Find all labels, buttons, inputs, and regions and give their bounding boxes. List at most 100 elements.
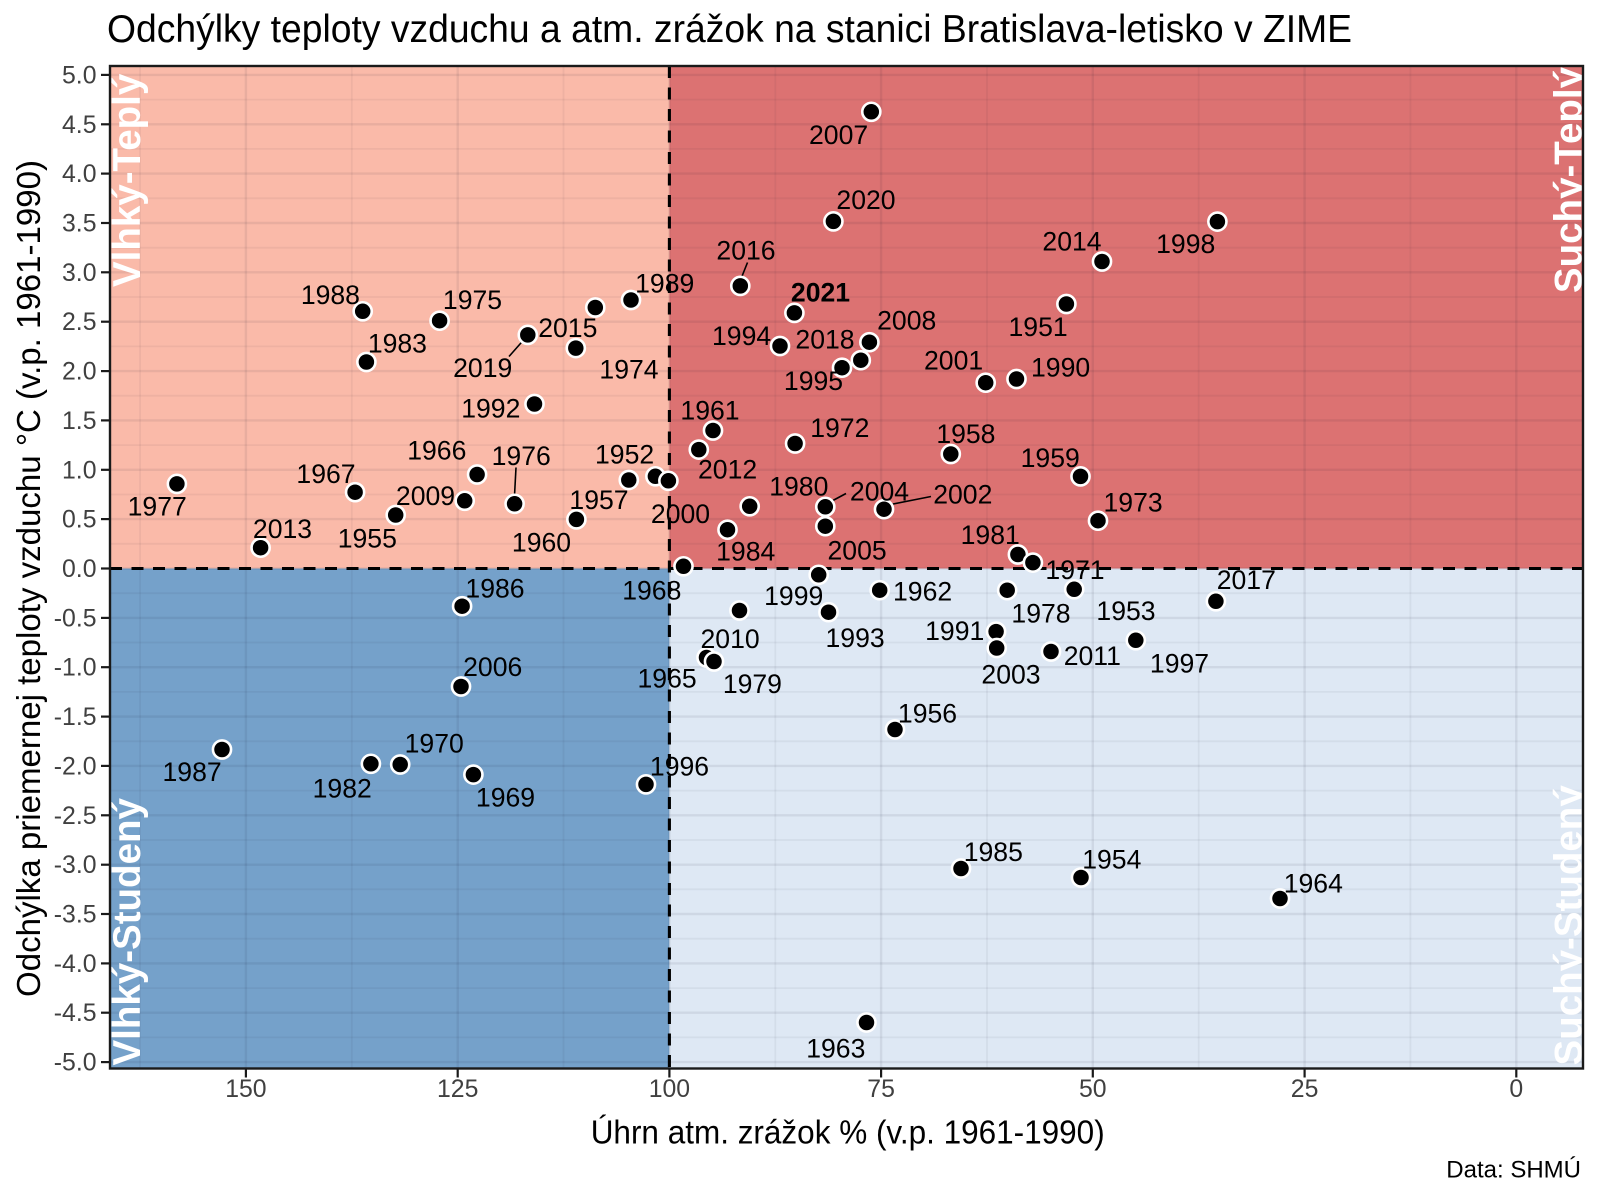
- svg-text:4.0: 4.0: [62, 161, 96, 188]
- svg-text:2016: 2016: [716, 236, 775, 266]
- svg-text:2005: 2005: [828, 536, 887, 566]
- svg-text:0.0: 0.0: [62, 556, 96, 583]
- svg-text:1980: 1980: [769, 471, 828, 501]
- svg-text:1959: 1959: [1021, 443, 1080, 473]
- svg-text:1955: 1955: [338, 524, 397, 554]
- svg-text:2011: 2011: [1064, 641, 1121, 671]
- svg-text:75: 75: [867, 1076, 895, 1103]
- svg-text:2002: 2002: [933, 480, 992, 510]
- svg-text:1986: 1986: [465, 573, 524, 603]
- svg-text:2007: 2007: [809, 120, 868, 150]
- svg-text:1987: 1987: [163, 757, 222, 787]
- svg-text:2003: 2003: [981, 660, 1040, 690]
- svg-text:1954: 1954: [1082, 845, 1141, 875]
- svg-text:2014: 2014: [1042, 227, 1101, 257]
- svg-text:1990: 1990: [1031, 353, 1090, 383]
- svg-text:4.5: 4.5: [62, 112, 96, 139]
- svg-text:5.0: 5.0: [62, 62, 96, 89]
- svg-text:-1.0: -1.0: [54, 655, 97, 682]
- svg-text:1984: 1984: [716, 537, 775, 567]
- svg-text:-2.0: -2.0: [54, 753, 97, 780]
- svg-text:1970: 1970: [405, 728, 464, 758]
- svg-text:-3.5: -3.5: [54, 902, 97, 929]
- svg-text:2000: 2000: [651, 499, 710, 529]
- svg-text:1.0: 1.0: [62, 457, 96, 484]
- svg-text:1967: 1967: [296, 459, 355, 489]
- svg-text:Odchýlky teploty vzduchu a atm: Odchýlky teploty vzduchu a atm. zrážok n…: [107, 8, 1352, 51]
- svg-text:2020: 2020: [836, 185, 895, 215]
- svg-text:2012: 2012: [698, 454, 757, 484]
- svg-text:Odchýlka priemernej teploty vz: Odchýlka priemernej teploty vzduchu °C (…: [10, 160, 47, 997]
- svg-text:Úhrn atm. zrážok % (v.p. 1961-: Úhrn atm. zrážok % (v.p. 1961-1990): [591, 1114, 1105, 1151]
- svg-text:1962: 1962: [893, 576, 952, 606]
- svg-text:2015: 2015: [538, 313, 597, 343]
- svg-text:1994: 1994: [712, 321, 771, 351]
- svg-text:1985: 1985: [964, 837, 1023, 867]
- svg-text:1981: 1981: [961, 520, 1020, 550]
- svg-text:1958: 1958: [936, 419, 995, 449]
- svg-text:1956: 1956: [898, 699, 957, 729]
- svg-text:2010: 2010: [701, 624, 760, 654]
- svg-text:1982: 1982: [313, 773, 372, 803]
- svg-text:1979: 1979: [723, 669, 782, 699]
- svg-text:1993: 1993: [826, 623, 885, 653]
- svg-text:1996: 1996: [650, 752, 709, 782]
- svg-text:1995: 1995: [784, 366, 843, 396]
- svg-text:1997: 1997: [1150, 648, 1209, 678]
- svg-text:-4.0: -4.0: [54, 951, 97, 978]
- svg-text:2.5: 2.5: [62, 309, 96, 336]
- svg-text:-4.5: -4.5: [54, 1000, 97, 1027]
- svg-text:1953: 1953: [1096, 596, 1155, 626]
- svg-text:2013: 2013: [253, 514, 312, 544]
- svg-text:1998: 1998: [1156, 229, 1215, 259]
- svg-text:2001: 2001: [924, 346, 983, 376]
- svg-text:1983: 1983: [368, 328, 427, 358]
- svg-text:Data: SHMÚ: Data: SHMÚ: [1446, 1157, 1581, 1184]
- svg-text:1968: 1968: [622, 575, 681, 605]
- svg-text:1961: 1961: [680, 396, 739, 426]
- svg-text:Vlhký-Studený: Vlhký-Studený: [106, 797, 149, 1065]
- svg-text:2009: 2009: [396, 481, 455, 511]
- svg-text:2019: 2019: [453, 353, 512, 383]
- svg-text:3.0: 3.0: [62, 260, 96, 287]
- svg-text:1969: 1969: [476, 782, 535, 812]
- svg-text:1965: 1965: [638, 664, 697, 694]
- svg-text:125: 125: [437, 1076, 478, 1103]
- svg-text:1974: 1974: [599, 355, 658, 385]
- svg-text:3.5: 3.5: [62, 211, 96, 238]
- svg-text:0: 0: [1509, 1076, 1523, 1103]
- svg-text:-5.0: -5.0: [54, 1050, 97, 1077]
- svg-text:Vlhký-Teplý: Vlhký-Teplý: [106, 73, 149, 287]
- svg-text:1971: 1971: [1045, 555, 1104, 585]
- svg-text:150: 150: [225, 1076, 266, 1103]
- svg-text:1988: 1988: [301, 280, 360, 310]
- svg-text:1964: 1964: [1284, 869, 1343, 899]
- svg-text:1978: 1978: [1011, 598, 1070, 628]
- svg-text:1960: 1960: [512, 528, 571, 558]
- svg-text:2004: 2004: [850, 477, 909, 507]
- svg-text:25: 25: [1291, 1076, 1319, 1103]
- svg-text:1992: 1992: [461, 394, 520, 424]
- svg-text:1966: 1966: [407, 435, 466, 465]
- svg-text:50: 50: [1079, 1076, 1107, 1103]
- svg-text:1.5: 1.5: [62, 408, 96, 435]
- svg-text:1976: 1976: [492, 441, 551, 471]
- svg-text:1975: 1975: [443, 285, 502, 315]
- svg-text:2018: 2018: [795, 325, 854, 355]
- svg-text:1973: 1973: [1104, 488, 1163, 518]
- svg-text:2017: 2017: [1217, 565, 1276, 595]
- svg-text:1951: 1951: [1009, 312, 1068, 342]
- svg-text:2021: 2021: [791, 278, 850, 308]
- svg-text:100: 100: [649, 1076, 690, 1103]
- svg-text:1963: 1963: [806, 1034, 865, 1064]
- svg-text:-2.5: -2.5: [54, 803, 97, 830]
- svg-text:1952: 1952: [595, 440, 654, 470]
- svg-text:2008: 2008: [877, 305, 936, 335]
- svg-text:1972: 1972: [810, 413, 869, 443]
- svg-text:-1.5: -1.5: [54, 704, 97, 731]
- svg-text:-0.5: -0.5: [54, 605, 97, 632]
- svg-text:0.5: 0.5: [62, 507, 96, 534]
- svg-text:-3.0: -3.0: [54, 852, 97, 879]
- svg-text:1957: 1957: [569, 485, 628, 515]
- svg-text:2006: 2006: [463, 652, 522, 682]
